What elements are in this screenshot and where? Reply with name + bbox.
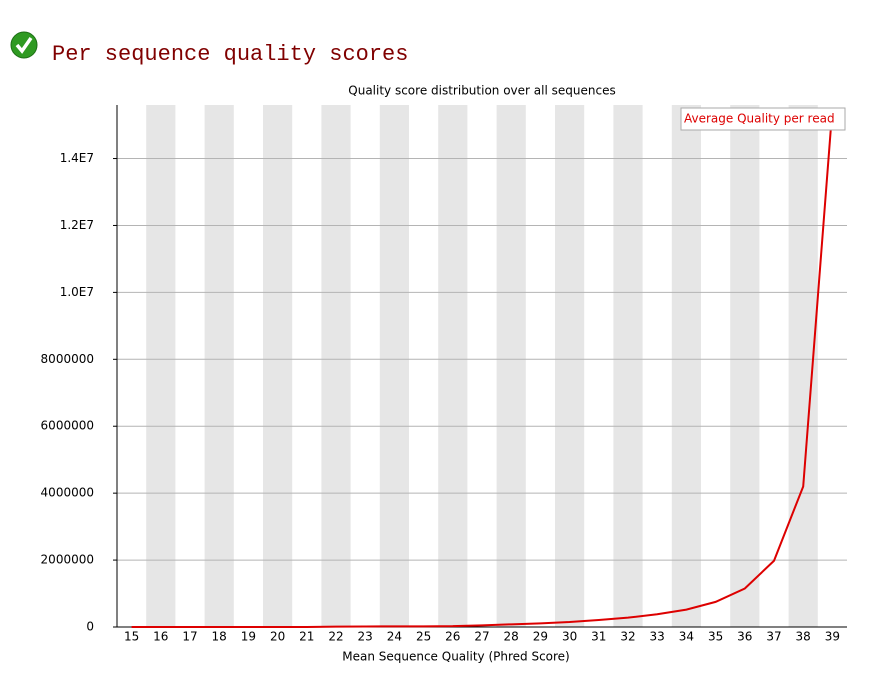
- x-tick-label: 30: [562, 630, 577, 644]
- x-tick-label: 21: [299, 630, 314, 644]
- x-tick-label: 22: [328, 630, 343, 644]
- x-tick-label: 34: [679, 630, 694, 644]
- x-tick-label: 28: [504, 630, 519, 644]
- x-tick-label: 29: [533, 630, 548, 644]
- y-tick-label: 1.2E7: [60, 218, 94, 232]
- x-tick-label: 19: [241, 630, 256, 644]
- x-tick-label: 33: [650, 630, 665, 644]
- x-tick-label: 38: [796, 630, 811, 644]
- legend-label: Average Quality per read: [684, 112, 835, 126]
- x-tick-label: 24: [387, 630, 402, 644]
- band-shade: [613, 105, 643, 627]
- check-icon: [10, 31, 38, 59]
- x-tick-label: 32: [620, 630, 635, 644]
- x-axis-label: Mean Sequence Quality (Phred Score): [342, 650, 570, 664]
- x-tick-label: 31: [591, 630, 606, 644]
- x-tick-label: 25: [416, 630, 431, 644]
- heading: Per sequence quality scores: [52, 42, 408, 67]
- band-shade: [146, 105, 176, 627]
- x-tick-label: 39: [825, 630, 840, 644]
- y-tick-label: 2000000: [41, 553, 94, 567]
- y-tick-label: 0: [86, 620, 94, 634]
- check-mark: [15, 37, 33, 54]
- band-shade: [555, 105, 585, 627]
- x-tick-label: 36: [737, 630, 752, 644]
- x-tick-label: 23: [358, 630, 373, 644]
- y-tick-label: 4000000: [41, 486, 94, 500]
- band-shade: [321, 105, 351, 627]
- chart-title: Quality score distribution over all sequ…: [348, 84, 615, 98]
- x-tick-label: 15: [124, 630, 139, 644]
- band-shade: [730, 105, 760, 627]
- x-tick-label: 20: [270, 630, 285, 644]
- y-tick-label: 8000000: [41, 352, 94, 366]
- x-tick-label: 17: [182, 630, 197, 644]
- band-shade: [204, 105, 234, 627]
- y-tick-label: 1.4E7: [60, 151, 94, 165]
- x-tick-label: 18: [212, 630, 227, 644]
- band-shade: [379, 105, 409, 627]
- band-shade: [263, 105, 293, 627]
- x-tick-label: 16: [153, 630, 168, 644]
- band-shade: [671, 105, 701, 627]
- y-tick-label: 1.0E7: [60, 285, 94, 299]
- band-shade: [438, 105, 468, 627]
- x-tick-label: 35: [708, 630, 723, 644]
- series-line: [131, 108, 834, 628]
- band-shade: [496, 105, 526, 627]
- x-tick-label: 37: [766, 630, 781, 644]
- legend-box: [680, 107, 846, 131]
- x-tick-label: 27: [474, 630, 489, 644]
- y-tick-label: 6000000: [41, 419, 94, 433]
- x-tick-label: 26: [445, 630, 460, 644]
